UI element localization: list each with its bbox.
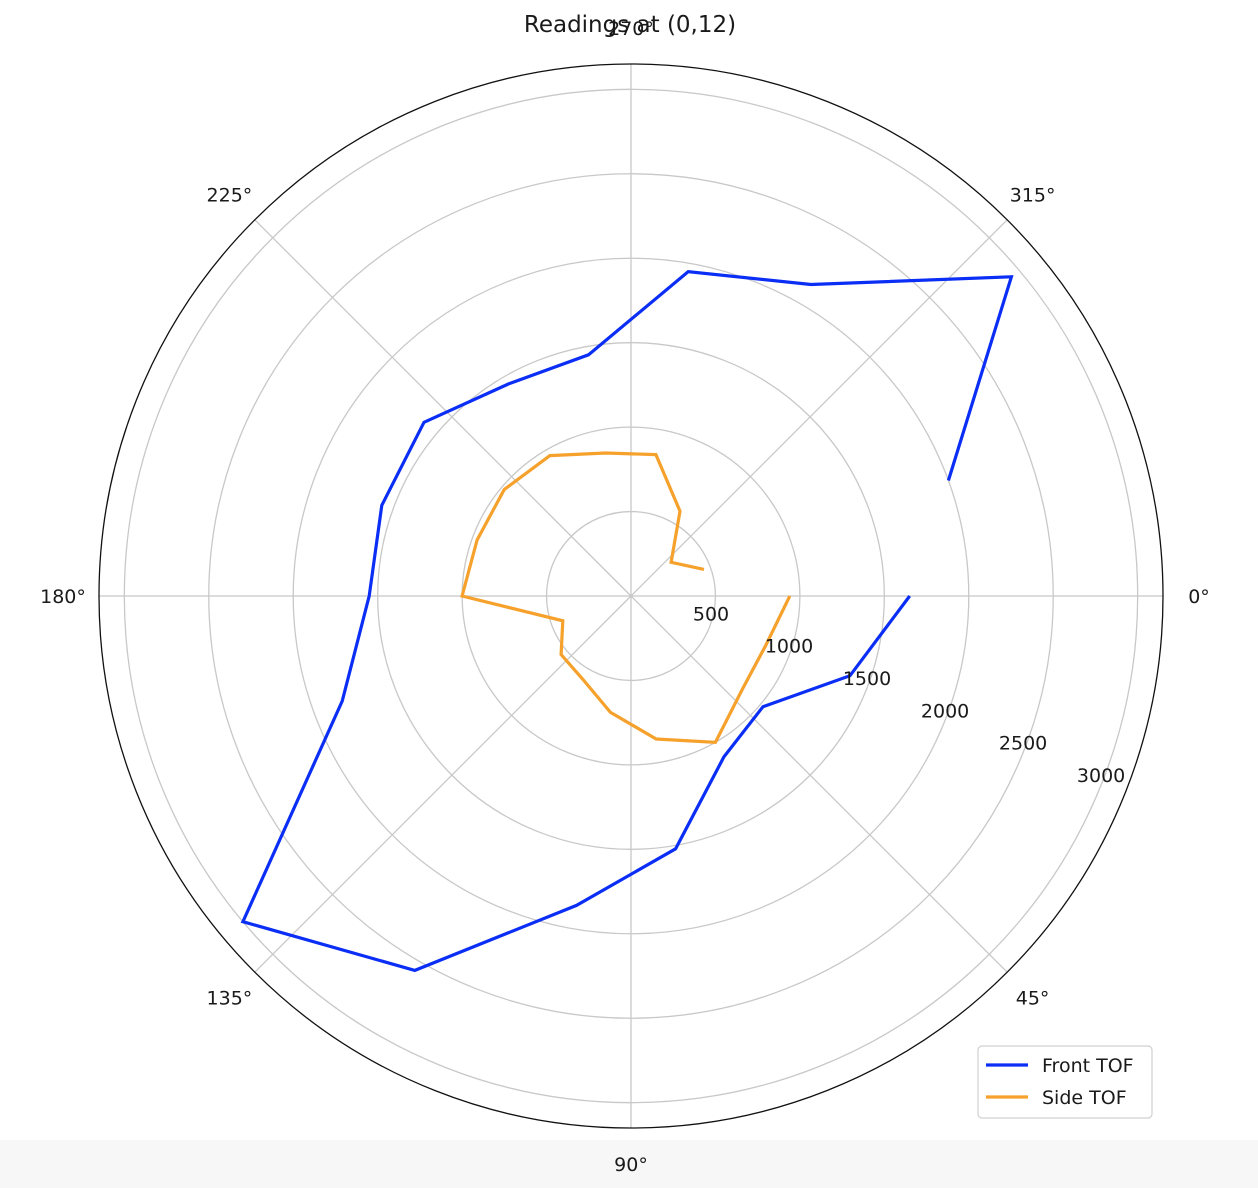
angular-gridline-225 bbox=[254, 219, 632, 597]
theta-tick-label: 0° bbox=[1188, 586, 1210, 608]
theta-tick-label: 315° bbox=[1010, 184, 1056, 206]
legend: Front TOF Side TOF bbox=[977, 1045, 1153, 1119]
chart-title: Readings at (0,12) bbox=[524, 12, 736, 38]
angular-gridline-45 bbox=[630, 595, 1008, 973]
labels-layer: 0° 45° 90° 135° 180° 225° 270° 315° 500 1000 1500 2… bbox=[40, 18, 1210, 1176]
theta-tick-label: 45° bbox=[1016, 988, 1050, 1010]
series-line-front-tof bbox=[240, 270, 1014, 973]
radial-tick-label: 2000 bbox=[921, 700, 969, 722]
theta-tick-label: 180° bbox=[40, 586, 86, 608]
theta-tick-label: 135° bbox=[207, 988, 253, 1010]
polar-frame bbox=[98, 63, 1164, 1129]
theta-tick-label: 270° bbox=[608, 18, 654, 40]
radial-tick-label: 1500 bbox=[843, 668, 891, 690]
angular-gridline-135 bbox=[254, 595, 632, 973]
series-line-side-tof bbox=[460, 451, 792, 744]
legend-label: Front TOF bbox=[1042, 1055, 1134, 1077]
legend-label: Side TOF bbox=[1042, 1087, 1127, 1109]
series-layer bbox=[240, 270, 1014, 973]
radial-tick-label: 500 bbox=[693, 603, 729, 625]
radial-tick-label: 2500 bbox=[999, 733, 1047, 755]
footer-strip bbox=[0, 1140, 1258, 1188]
angular-gridline-315 bbox=[630, 219, 1008, 597]
grid-layer bbox=[98, 63, 1164, 1129]
theta-tick-label: 90° bbox=[614, 1154, 648, 1176]
radial-tick-label: 3000 bbox=[1077, 765, 1125, 787]
theta-tick-label: 225° bbox=[207, 184, 253, 206]
radial-tick-label: 1000 bbox=[765, 636, 813, 658]
